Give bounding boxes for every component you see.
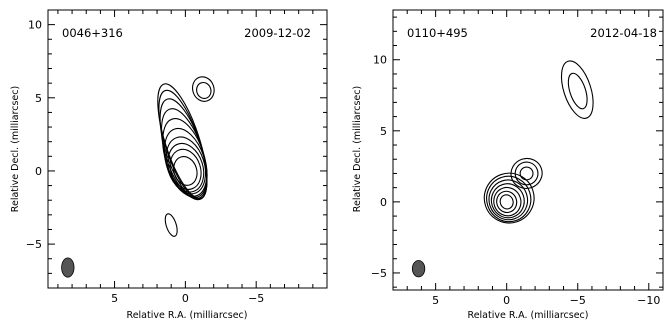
right-contour-core (499, 194, 514, 210)
right-y-tick-label: 10 (373, 54, 387, 67)
left-x-tick-label: 5 (111, 292, 118, 305)
panel-right-source-label: 0110+495 (407, 26, 468, 40)
right-contour-core (486, 175, 532, 223)
right-contour-jet-knot (519, 166, 534, 181)
panel-right-x-axis-label: Relative R.A. (milliarcsec) (468, 310, 589, 321)
right-x-tick-label: 5 (432, 294, 439, 307)
panel-left-ticks: 5 0 −5 10 5 0 −5 (26, 9, 328, 305)
left-y-tick-label: 0 (35, 165, 42, 178)
right-contour-core (496, 190, 518, 214)
panel-left-frame (47, 9, 328, 289)
right-x-tick-label: 0 (503, 294, 510, 307)
panel-right-contours (411, 60, 594, 278)
right-x-tick-label: −5 (570, 294, 586, 307)
right-contour-extended-lobe (560, 60, 594, 119)
left-x-tick-label: 0 (182, 292, 189, 305)
left-contour-knot-south (164, 213, 178, 237)
right-contour-core (488, 179, 529, 221)
left-contour-knot-north (191, 76, 215, 102)
right-y-tick-label: −5 (371, 267, 387, 280)
right-y-tick-label: 0 (380, 196, 387, 209)
panel-right-y-axis-label: Relative Decl. (milliarcsec) (352, 86, 363, 212)
left-y-tick-label: 10 (28, 19, 42, 32)
right-contour-core (483, 172, 535, 224)
panel-left-x-axis-label: Relative R.A. (milliarcsec) (127, 310, 248, 321)
right-contour-core (493, 186, 522, 217)
panel-left-y-axis-label: Relative Decl. (milliarcsec) (10, 86, 21, 212)
panel-right-frame (392, 9, 664, 291)
left-x-tick-label: −5 (248, 292, 264, 305)
left-y-tick-label: −5 (26, 238, 42, 251)
panel-left-source-label: 0046+316 (62, 26, 123, 40)
panel-left: 5 0 −5 10 5 0 −5 0046+316 2009-12-02 Relative … (10, 9, 328, 321)
right-y-tick-label: 5 (380, 125, 387, 138)
panel-left-contours (61, 76, 215, 278)
panel-right-ticks: 5 0 −5 −10 10 5 0 −5 (371, 10, 664, 307)
left-contour-knot-north (196, 81, 212, 99)
right-x-tick-label: −10 (637, 294, 660, 307)
right-contour-extended-lobe (567, 72, 588, 110)
left-contour-core-jet (157, 83, 208, 199)
right-contour-jet-knot (514, 161, 539, 186)
left-y-tick-label: 5 (35, 92, 42, 105)
panel-right: 5 0 −5 −10 10 5 0 −5 0110+495 2012-04-18 Relati… (352, 9, 664, 321)
left-beam-ellipse (61, 257, 75, 278)
left-contour-core-jet (169, 148, 202, 190)
panel-right-date-label: 2012-04-18 (590, 26, 657, 40)
right-beam-ellipse (411, 260, 426, 278)
left-contour-core-jet (158, 89, 208, 200)
right-contour-jet-knot (510, 157, 543, 189)
right-contour-core (490, 183, 525, 219)
panel-left-date-label: 2009-12-02 (244, 26, 311, 40)
